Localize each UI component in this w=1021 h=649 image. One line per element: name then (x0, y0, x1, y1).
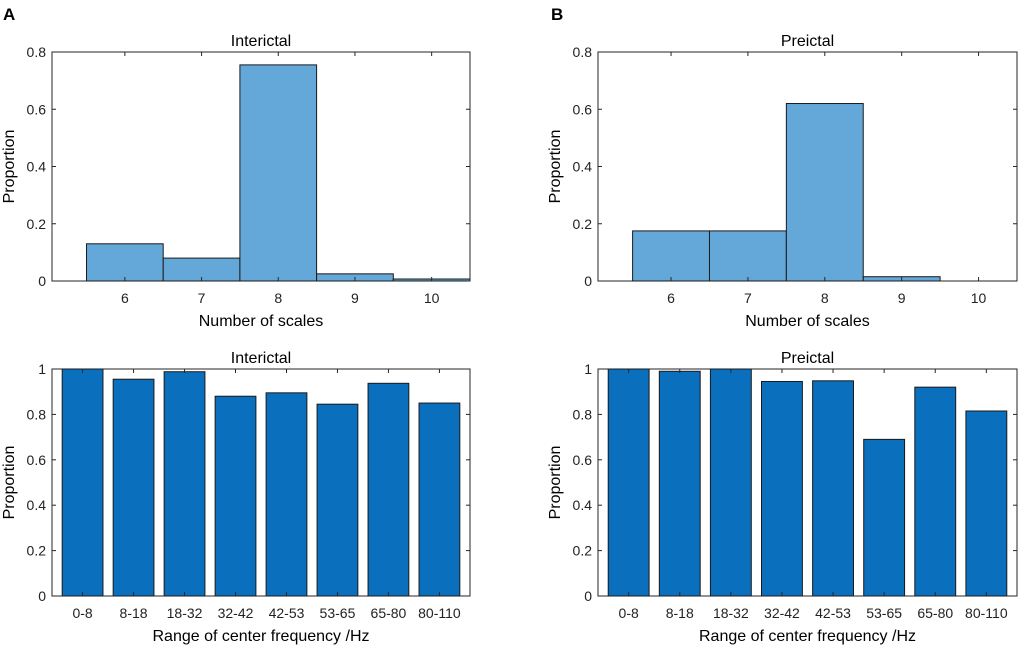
x-tick-label: 8 (274, 290, 282, 306)
y-axis-label: Proportion (547, 130, 564, 204)
bar-8-18 (112, 378, 155, 597)
chart-title: Interictal (231, 33, 291, 50)
y-tick-label: 0.6 (573, 101, 593, 117)
y-axis-label: Proportion (547, 446, 564, 520)
bar-42-53 (812, 380, 854, 597)
x-axis-label: Range of center frequency /Hz (152, 628, 369, 645)
x-tick-label: 0-8 (619, 605, 639, 621)
chart-title: Preictal (781, 350, 834, 367)
bar-65-80 (914, 386, 957, 597)
chart-panel-1: A Interictal 6 7 8 9 10 0 0.2 0.4 0.6 0.8 Number of … (1, 5, 471, 330)
x-tick-label: 65-80 (371, 605, 407, 621)
chart-panel-2: B Preictal 6 7 8 9 10 0 0.2 0.4 0.6 0.8 Number of sc… (547, 5, 1018, 330)
bar-0-8 (61, 368, 104, 597)
y-tick-label: 0 (38, 588, 46, 604)
y-tick-label: 0.8 (573, 406, 593, 422)
y-axis-label: Proportion (1, 130, 18, 204)
x-tick-label: 9 (351, 290, 359, 306)
y-tick-label: 0.6 (27, 452, 47, 468)
x-tick-label: 7 (744, 290, 752, 306)
x-tick-label: 8 (821, 290, 829, 306)
x-tick-label: 32-42 (218, 605, 254, 621)
chart-title: Preictal (781, 33, 834, 50)
x-tick-label: 80-110 (965, 605, 1008, 621)
x-tick-label: 0-8 (72, 605, 92, 621)
x-axis-label: Number of scales (745, 313, 870, 330)
bar-42-53 (265, 392, 308, 597)
x-tick-label: 9 (898, 290, 906, 306)
y-tick-label: 0.2 (573, 216, 593, 232)
x-tick-label: 10 (971, 290, 987, 306)
y-tick-label: 0 (38, 273, 46, 289)
x-tick-label: 42-53 (815, 605, 851, 621)
bar-8-18 (658, 370, 701, 597)
bar-80-110 (965, 410, 1008, 597)
x-axis-label: Number of scales (199, 313, 324, 330)
chart-panel-3: Interictal 0-8 8-18 18-32 32-42 42-53 53-65 65-… (1, 350, 471, 645)
y-tick-label: 0.8 (573, 44, 593, 60)
bar-53-65 (316, 403, 359, 597)
y-tick-label: 1 (38, 361, 46, 377)
x-tick-label: 18-32 (167, 605, 203, 621)
x-tick-label: 7 (198, 290, 206, 306)
bar-7 (708, 230, 787, 282)
y-tick-label: 0.4 (27, 497, 47, 513)
x-tick-label: 65-80 (917, 605, 953, 621)
x-tick-label: 6 (667, 290, 675, 306)
y-tick-label: 0 (584, 273, 592, 289)
x-tick-label: 80-110 (418, 605, 461, 621)
panel-letter: A (3, 5, 15, 24)
x-tick-label: 53-65 (320, 605, 356, 621)
bar-6 (86, 243, 164, 282)
y-tick-label: 0.2 (27, 543, 47, 559)
y-tick-label: 0.2 (573, 543, 593, 559)
y-axis-label: Proportion (1, 446, 18, 520)
y-tick-label: 0.2 (27, 216, 47, 232)
x-tick-label: 42-53 (269, 605, 305, 621)
y-tick-label: 0.4 (573, 159, 593, 175)
bar-80-110 (418, 402, 461, 597)
bar-8 (785, 103, 864, 282)
bar-53-65 (863, 438, 906, 597)
bar-6 (632, 230, 710, 282)
bar-65-80 (367, 382, 410, 597)
x-tick-label: 53-65 (866, 605, 902, 621)
chart-panel-4: Preictal 0-8 8-18 18-32 32-42 42-53 53-65 65-80… (547, 350, 1018, 645)
y-tick-label: 0.4 (27, 159, 47, 175)
x-tick-label: 10 (424, 290, 440, 306)
bar-18-32 (709, 368, 752, 597)
x-tick-label: 18-32 (713, 605, 749, 621)
y-tick-label: 0.8 (27, 44, 47, 60)
bar-18-32 (163, 371, 206, 597)
bar-0-8 (607, 368, 650, 597)
bar-8 (239, 64, 318, 282)
y-tick-label: 0 (584, 588, 592, 604)
bar-32-42 (761, 380, 803, 597)
y-tick-label: 0.8 (27, 406, 47, 422)
x-tick-label: 8-18 (120, 605, 148, 621)
bar-32-42 (214, 395, 257, 597)
y-tick-label: 0.6 (573, 452, 593, 468)
y-tick-label: 1 (584, 361, 592, 377)
y-tick-label: 0.4 (573, 497, 593, 513)
panel-letter: B (551, 5, 563, 24)
x-axis-label: Range of center frequency /Hz (699, 628, 916, 645)
chart-title: Interictal (231, 350, 291, 367)
x-tick-label: 32-42 (764, 605, 800, 621)
x-tick-label: 6 (121, 290, 129, 306)
x-tick-label: 8-18 (666, 605, 694, 621)
y-tick-label: 0.6 (27, 101, 47, 117)
